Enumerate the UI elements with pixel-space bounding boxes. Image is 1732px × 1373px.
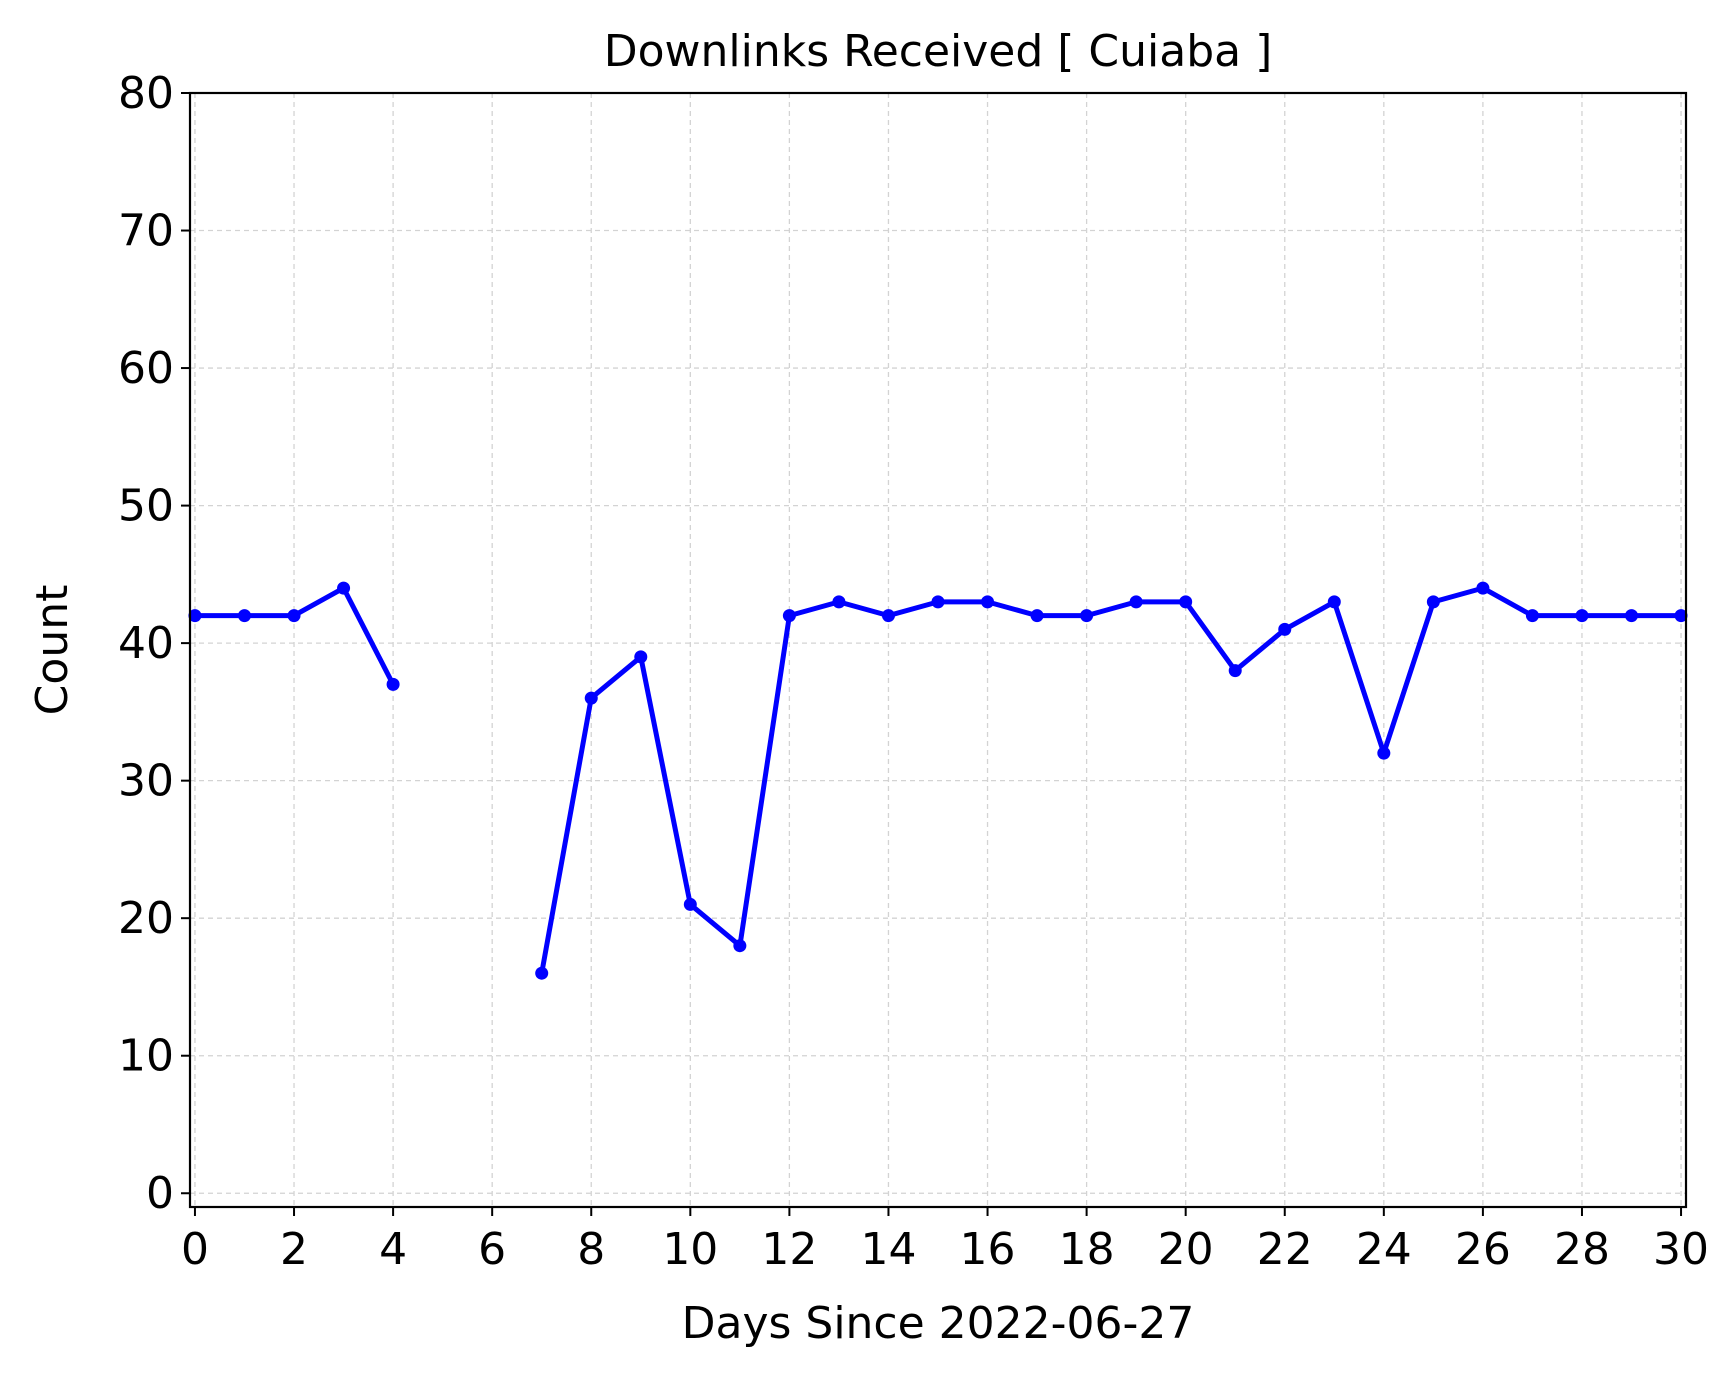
- data-point: [1030, 609, 1044, 623]
- data-point: [1674, 609, 1688, 623]
- data-point: [1377, 746, 1391, 760]
- data-point: [1228, 664, 1242, 678]
- x-tick-label: 2: [280, 1224, 308, 1275]
- data-point: [981, 595, 995, 609]
- x-tick-label: 24: [1356, 1224, 1412, 1275]
- data-point: [237, 609, 251, 623]
- x-tick-label: 28: [1554, 1224, 1610, 1275]
- data-point: [832, 595, 846, 609]
- data-point: [1426, 595, 1440, 609]
- y-tick-label: 40: [118, 618, 174, 669]
- y-tick-label: 70: [118, 206, 174, 257]
- data-point: [1080, 609, 1094, 623]
- data-point: [188, 609, 202, 623]
- chart-title: Downlinks Received [ Cuiaba ]: [604, 26, 1273, 77]
- x-tick-label: 0: [181, 1224, 209, 1275]
- y-tick-label: 30: [118, 756, 174, 807]
- y-tick-label: 80: [118, 68, 174, 119]
- data-point: [1525, 609, 1539, 623]
- y-tick-label: 60: [118, 343, 174, 394]
- data-point: [1575, 609, 1589, 623]
- series-line-segment: [539, 585, 1684, 976]
- data-point: [535, 966, 549, 980]
- x-tick-label: 10: [662, 1224, 718, 1275]
- x-tick-label: 18: [1059, 1224, 1115, 1275]
- x-tick-label: 6: [478, 1224, 506, 1275]
- x-tick-label: 16: [960, 1224, 1016, 1275]
- x-tick-label: 26: [1455, 1224, 1511, 1275]
- plot-frame: [188, 91, 1688, 1209]
- data-point: [1179, 595, 1193, 609]
- x-tick-label: 14: [860, 1224, 916, 1275]
- data-point: [1625, 609, 1639, 623]
- y-tick-label: 0: [146, 1168, 174, 1219]
- x-tick-label: 12: [761, 1224, 817, 1275]
- data-point: [1129, 595, 1143, 609]
- y-tick-label: 50: [118, 481, 174, 532]
- y-tick-label: 20: [118, 893, 174, 944]
- data-point: [782, 609, 796, 623]
- y-tick-label: 10: [118, 1031, 174, 1082]
- data-point: [634, 650, 648, 664]
- data-point: [881, 609, 895, 623]
- data-point: [287, 609, 301, 623]
- data-point: [584, 691, 598, 705]
- x-tick-label: 30: [1653, 1224, 1709, 1275]
- series-layer: [188, 581, 1688, 980]
- x-tick-label: 8: [577, 1224, 605, 1275]
- y-axis-label: Count: [27, 585, 78, 716]
- data-point: [1278, 622, 1292, 636]
- data-point: [1476, 581, 1490, 595]
- data-point: [1327, 595, 1341, 609]
- ticks: 0 2 4 6 8 10 12 14 16 18 20 22 24 26 28 300102030405060…: [118, 68, 1709, 1275]
- data-point: [337, 581, 351, 595]
- x-tick-label: 20: [1158, 1224, 1214, 1275]
- data-point: [386, 677, 400, 691]
- series-0: [188, 581, 1688, 980]
- data-point: [931, 595, 945, 609]
- x-tick-label: 22: [1257, 1224, 1313, 1275]
- data-point: [733, 939, 747, 953]
- x-axis-label: Days Since 2022-06-27: [682, 1298, 1195, 1349]
- data-point: [683, 897, 697, 911]
- x-tick-label: 4: [379, 1224, 407, 1275]
